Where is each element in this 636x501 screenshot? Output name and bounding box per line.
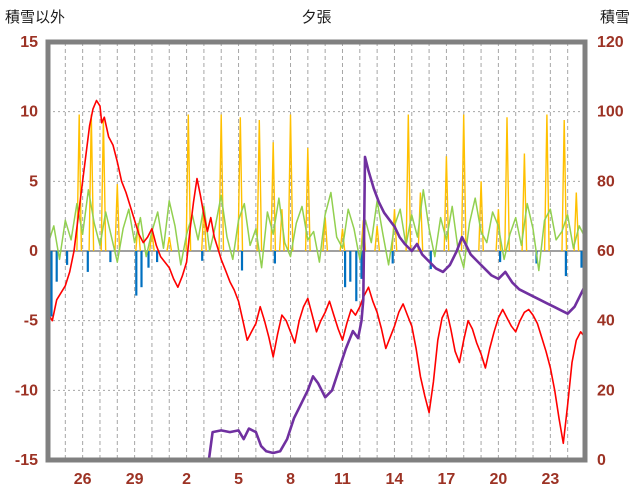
svg-text:5: 5: [234, 471, 243, 488]
svg-text:40: 40: [597, 313, 615, 330]
svg-text:17: 17: [438, 471, 456, 488]
svg-text:14: 14: [386, 471, 404, 488]
right-axis-title: 積雪: [599, 9, 630, 26]
svg-text:2: 2: [182, 471, 191, 488]
svg-text:120: 120: [597, 34, 624, 51]
svg-text:26: 26: [74, 471, 92, 488]
svg-text:0: 0: [29, 243, 38, 260]
svg-text:60: 60: [597, 243, 615, 260]
svg-text:10: 10: [20, 104, 38, 121]
left-axis-title: 積雪以外: [5, 9, 66, 26]
svg-text:-15: -15: [15, 452, 38, 469]
svg-text:23: 23: [541, 471, 559, 488]
svg-text:29: 29: [126, 471, 144, 488]
svg-text:8: 8: [286, 471, 295, 488]
svg-text:5: 5: [29, 173, 38, 190]
svg-text:15: 15: [20, 34, 38, 51]
svg-text:20: 20: [597, 382, 615, 399]
svg-text:11: 11: [334, 471, 351, 488]
svg-text:20: 20: [489, 471, 507, 488]
svg-text:-5: -5: [24, 313, 38, 330]
svg-text:100: 100: [597, 104, 624, 121]
svg-text:-10: -10: [15, 382, 38, 399]
svg-text:0: 0: [597, 452, 606, 469]
chart-title: 夕張: [301, 9, 332, 26]
svg-text:80: 80: [597, 173, 615, 190]
